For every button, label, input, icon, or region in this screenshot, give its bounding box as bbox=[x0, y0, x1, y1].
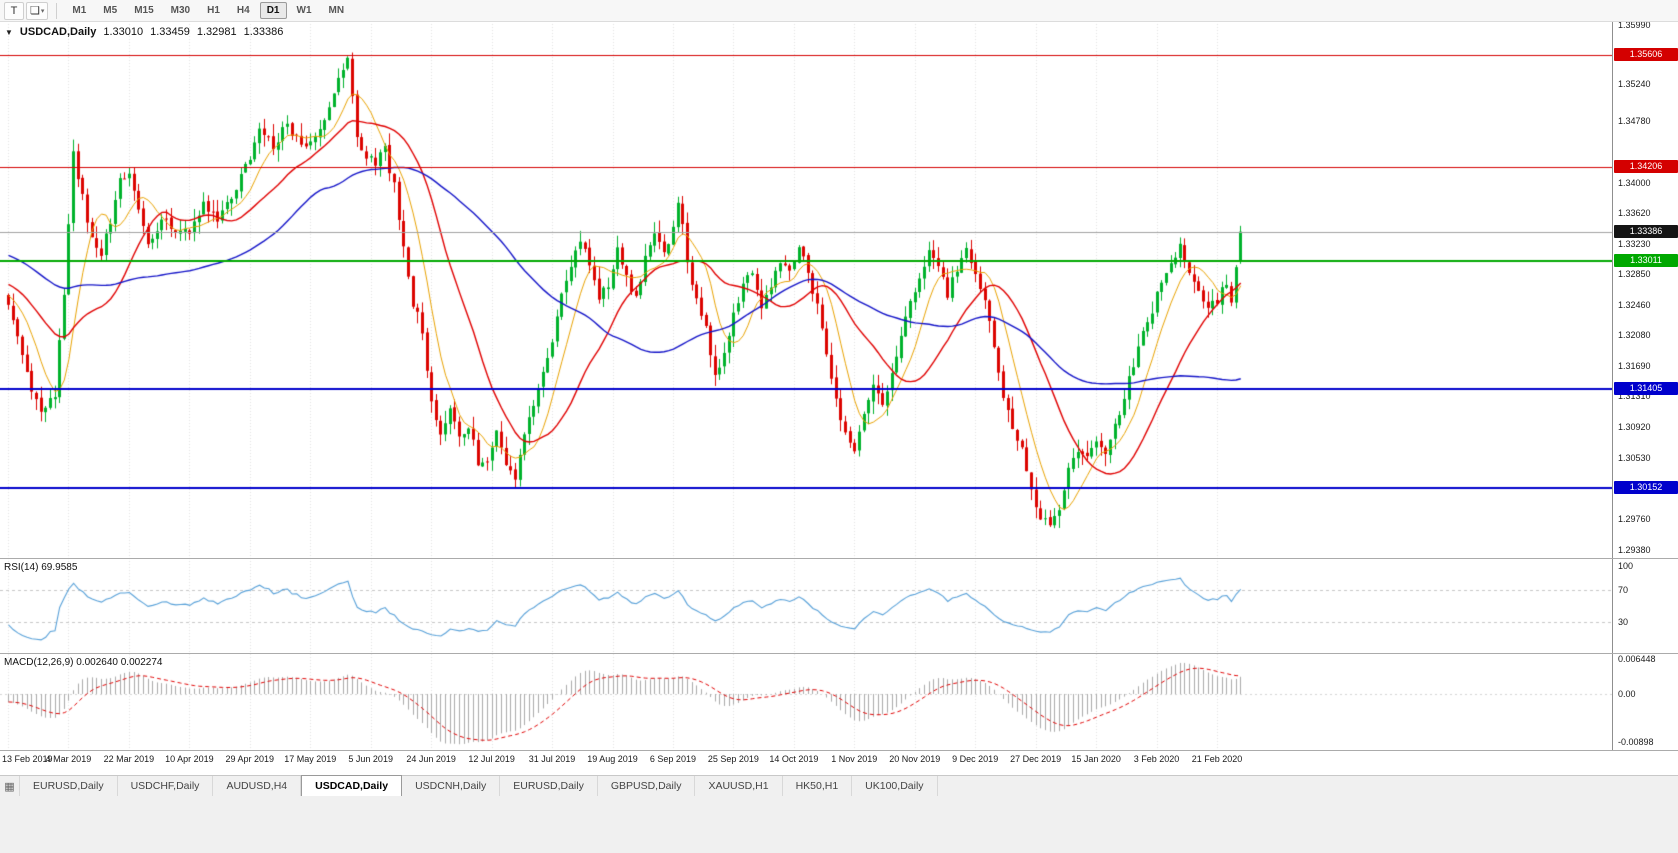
price-axis-tick: 1.34780 bbox=[1618, 115, 1651, 126]
text-tool-button[interactable]: T bbox=[4, 1, 24, 20]
rsi-pane-separator[interactable] bbox=[0, 558, 1678, 559]
timeframe-button-m30[interactable]: M30 bbox=[164, 2, 197, 19]
price-axis-tick: 1.34000 bbox=[1618, 177, 1651, 188]
macd-axis-tick: -0.00898 bbox=[1618, 737, 1654, 748]
date-axis-label: 5 Jun 2019 bbox=[348, 754, 393, 764]
ohlc-low: 1.32981 bbox=[196, 26, 237, 38]
ohlc-high: 1.33459 bbox=[150, 26, 190, 38]
chart-tab-xauusd-h1[interactable]: XAUUSD,H1 bbox=[695, 776, 783, 796]
price-axis-tick: 1.32080 bbox=[1618, 330, 1651, 341]
price-axis-tick: 1.35990 bbox=[1618, 19, 1651, 30]
current-price-badge: 1.33386 bbox=[1614, 224, 1678, 238]
chart-tab-uk100-daily[interactable]: UK100,Daily bbox=[852, 776, 938, 796]
date-axis-label: 20 Nov 2019 bbox=[889, 754, 941, 764]
price-level-badge: 1.33011 bbox=[1614, 254, 1678, 268]
timeframe-button-w1[interactable]: W1 bbox=[290, 2, 319, 19]
chart-tab-audusd-h4[interactable]: AUDUSD,H4 bbox=[213, 776, 302, 796]
footer-area bbox=[0, 796, 1678, 853]
chart-tab-eurusd-daily[interactable]: EURUSD,Daily bbox=[20, 776, 118, 796]
price-axis-tick: 1.32850 bbox=[1618, 269, 1651, 280]
chart-tab-hk50-h1[interactable]: HK50,H1 bbox=[782, 776, 853, 796]
chart-tab-usdchf-daily[interactable]: USDCHF,Daily bbox=[117, 776, 214, 796]
price-axis-tick: 1.33620 bbox=[1618, 208, 1651, 219]
window-list-icon[interactable]: ▦ bbox=[0, 776, 20, 796]
date-axis-label: 25 Sep 2019 bbox=[707, 754, 759, 764]
timeframe-button-d1[interactable]: D1 bbox=[259, 2, 287, 19]
macd-indicator-label: MACD(12,26,9) 0.002640 0.002274 bbox=[4, 657, 163, 668]
price-axis-tick: 1.32460 bbox=[1618, 300, 1651, 311]
chart-tab-bar: ▦ EURUSD,Daily USDCHF,Daily AUDUSD,H4 USDCA… bbox=[0, 775, 1678, 796]
price-level-badge: 1.34206 bbox=[1614, 159, 1678, 173]
date-axis-label: 12 Jul 2019 bbox=[468, 754, 515, 764]
rsi-axis-tick: 100 bbox=[1618, 561, 1634, 571]
timeframe-toolbar: M1 M5 M15 M30 H1 H4 D1 W1 MN bbox=[65, 2, 351, 19]
price-axis-tick: 1.31690 bbox=[1618, 361, 1651, 372]
macd-pane-separator[interactable] bbox=[0, 653, 1678, 654]
chart-symbol-label: USDCAD,Daily bbox=[19, 26, 97, 38]
date-axis-separator bbox=[0, 750, 1678, 751]
price-axis-tick: 1.29380 bbox=[1618, 544, 1651, 555]
timeframe-button-m5[interactable]: M5 bbox=[96, 2, 124, 19]
price-axis-tick: 1.35240 bbox=[1618, 79, 1651, 90]
chevron-down-icon: ▾ bbox=[40, 7, 45, 15]
timeframe-button-h1[interactable]: H1 bbox=[200, 2, 227, 19]
price-level-badge: 1.35606 bbox=[1614, 48, 1678, 62]
price-level-badge: 1.30152 bbox=[1614, 481, 1678, 495]
date-axis-label: 9 Dec 2019 bbox=[952, 754, 999, 764]
ohlc-close: 1.33386 bbox=[243, 26, 284, 38]
layers-icon: ❏ bbox=[30, 5, 40, 17]
rsi-indicator-label: RSI(14) 69.9585 bbox=[4, 562, 78, 573]
date-axis-label: 19 Aug 2019 bbox=[587, 754, 638, 764]
date-axis-label: 10 Apr 2019 bbox=[165, 754, 214, 764]
price-axis-tick: 1.31310 bbox=[1618, 391, 1651, 402]
date-axis-label: 22 Mar 2019 bbox=[103, 754, 155, 764]
date-axis-label: 1 Nov 2019 bbox=[831, 754, 878, 764]
chart-collapse-icon[interactable]: ▼ bbox=[5, 27, 13, 37]
date-axis-label: 4 Mar 2019 bbox=[45, 754, 92, 764]
date-axis-label: 6 Sep 2019 bbox=[649, 754, 696, 764]
toolbar-separator bbox=[56, 2, 58, 19]
chart-tab-usdcnh-daily[interactable]: USDCNH,Daily bbox=[402, 776, 501, 796]
chart-title: ▼ USDCAD,Daily 1.33010 1.33459 1.32981 1… bbox=[5, 26, 283, 38]
price-axis-tick: 1.30530 bbox=[1618, 453, 1651, 464]
cursor-tool-button[interactable]: ❏ ▾ bbox=[26, 1, 49, 20]
price-axis-tick: 1.33230 bbox=[1618, 239, 1651, 250]
date-axis-label: 15 Jan 2020 bbox=[1071, 754, 1121, 764]
price-level-badge: 1.31405 bbox=[1614, 381, 1678, 395]
timeframe-button-m1[interactable]: M1 bbox=[65, 2, 93, 19]
date-axis-label: 3 Feb 2020 bbox=[1133, 754, 1180, 764]
date-axis-label: 13 Feb 2019 bbox=[2, 754, 53, 764]
price-axis: 1.35990 1.35240 1.34780 1.34000 1.33620 1.332… bbox=[1612, 19, 1678, 750]
date-axis-label: 27 Dec 2019 bbox=[1010, 754, 1062, 764]
price-axis-tick: 1.30920 bbox=[1618, 422, 1651, 433]
price-axis-tick: 1.29760 bbox=[1618, 514, 1651, 525]
ohlc-open: 1.33010 bbox=[103, 26, 144, 38]
chart-tab-eurusd-daily[interactable]: EURUSD,Daily bbox=[500, 776, 598, 796]
date-axis-label: 29 Apr 2019 bbox=[225, 754, 275, 764]
timeframe-button-mn[interactable]: MN bbox=[322, 2, 352, 19]
rsi-axis-tick: 70 bbox=[1618, 585, 1629, 595]
top-toolbar: T ❏ ▾ M1 M5 M15 M30 H1 H4 D1 W1 MN bbox=[0, 0, 1678, 22]
rsi-axis-tick: 30 bbox=[1618, 617, 1629, 627]
timeframe-button-m15[interactable]: M15 bbox=[127, 2, 160, 19]
date-axis-label: 24 Jun 2019 bbox=[406, 754, 456, 764]
price-chart-canvas[interactable] bbox=[0, 22, 1612, 770]
chart-tab-gbpusd-daily[interactable]: GBPUSD,Daily bbox=[597, 776, 696, 796]
date-axis-label: 17 May 2019 bbox=[284, 754, 337, 764]
date-axis-label: 31 Jul 2019 bbox=[528, 754, 576, 764]
date-axis-label: 21 Feb 2020 bbox=[1191, 754, 1243, 764]
date-axis-label: 14 Oct 2019 bbox=[769, 754, 819, 764]
macd-axis-tick: 0.006448 bbox=[1618, 654, 1656, 665]
macd-axis-tick: 0.00 bbox=[1618, 689, 1636, 699]
timeframe-button-h4[interactable]: H4 bbox=[230, 2, 257, 19]
chart-area[interactable]: ▼ USDCAD,Daily 1.33010 1.33459 1.32981 1… bbox=[0, 22, 1612, 770]
chart-tab-usdcad-daily[interactable]: USDCAD,Daily bbox=[301, 775, 403, 796]
